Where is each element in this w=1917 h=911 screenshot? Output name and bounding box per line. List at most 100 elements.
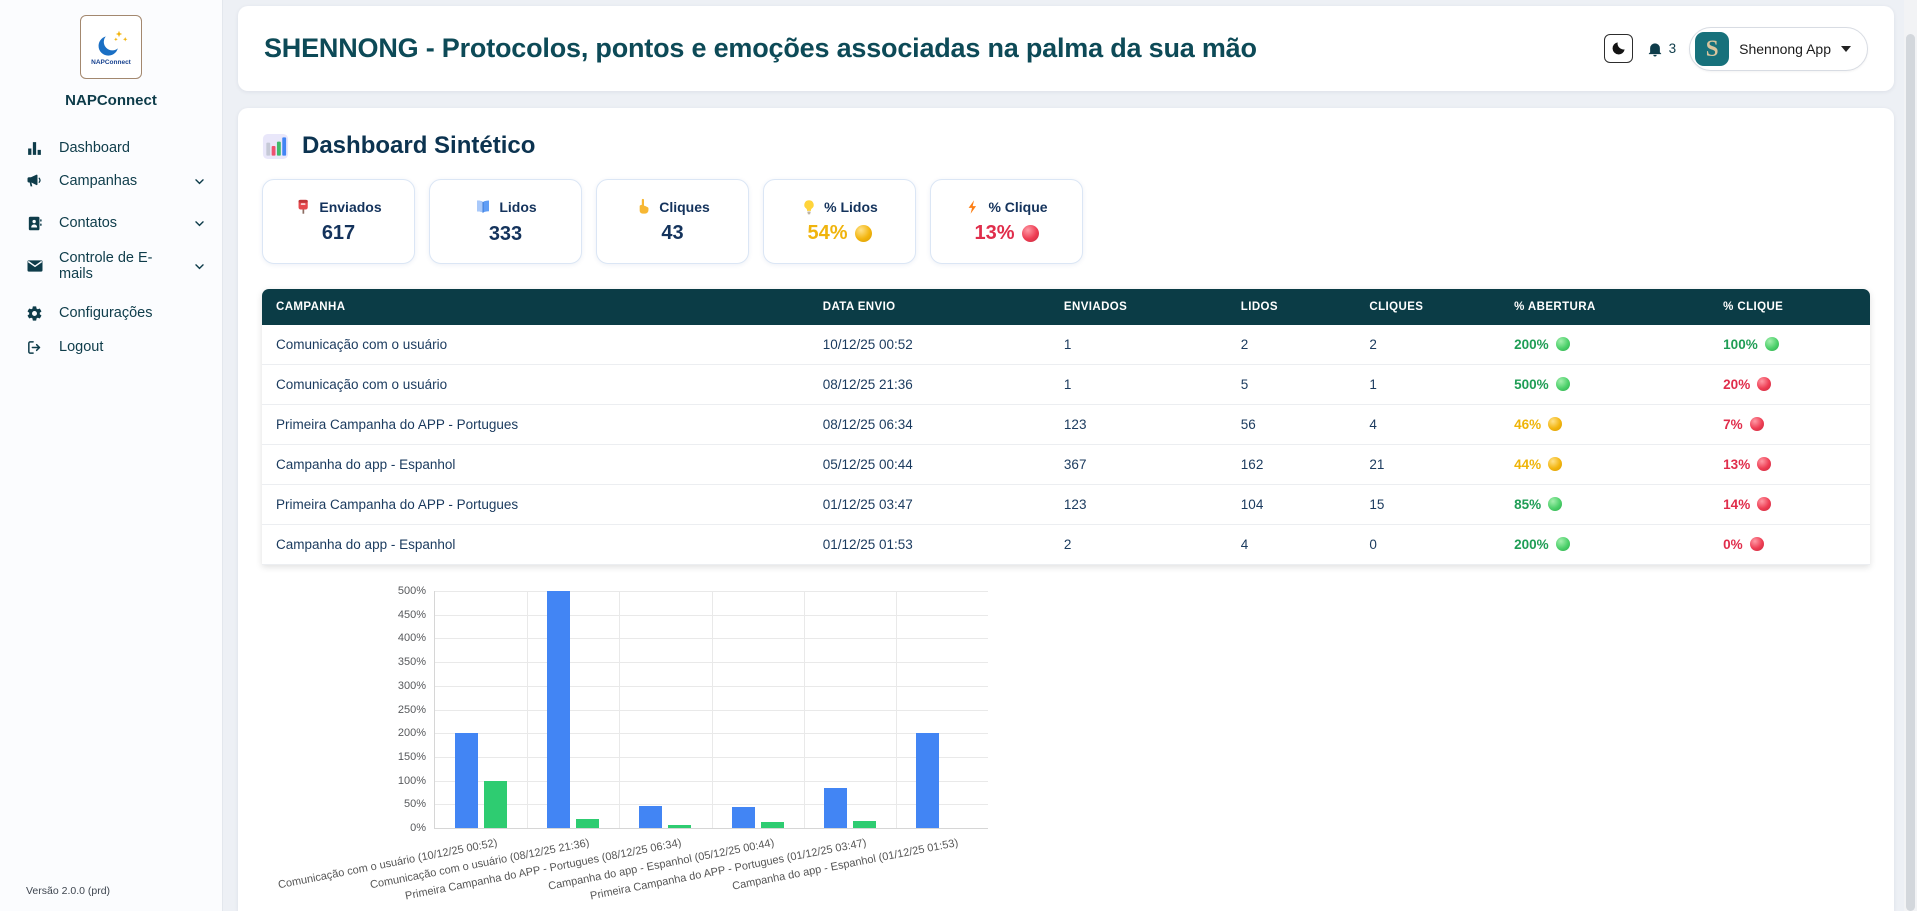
percent-value: 13% [1723, 457, 1751, 472]
percent-value: 0% [1723, 537, 1743, 552]
cell-abertura: 200% [1500, 325, 1710, 365]
percent-value: 7% [1723, 417, 1743, 432]
gridline [712, 591, 713, 828]
bar--clique [852, 821, 876, 828]
sidebar-brand: NAPConnect [65, 92, 157, 109]
contacts-icon [26, 214, 44, 232]
page-scrollbar[interactable] [1904, 0, 1917, 911]
bar-chart-emoji-icon [262, 133, 289, 159]
chevron-down-icon [1841, 45, 1851, 52]
sidebar-item-logout[interactable]: Logout [0, 332, 222, 362]
cell-lidos: 104 [1226, 485, 1356, 525]
column-header-data-envio: DATA ENVIO [808, 289, 1050, 325]
sidebar-nav: Dashboard Campanhas Contatos Controle de E-… [0, 133, 222, 362]
lightning-icon [965, 199, 981, 215]
gridline [435, 685, 988, 687]
green-circle-icon [1555, 337, 1570, 351]
megaphone-icon [26, 172, 44, 190]
gridline [435, 733, 988, 735]
main-content: Dashboard Sintético Enviados 617 Lidos 333 C… [238, 108, 1894, 911]
percent-value: 46% [1514, 417, 1542, 432]
cell-clique: 14% [1709, 485, 1870, 525]
scrollbar-thumb[interactable] [1906, 34, 1915, 911]
logout-icon [26, 338, 44, 356]
sidebar-item-contatos[interactable]: Contatos [0, 208, 222, 238]
kpi-card--clique: % Clique 13% [930, 179, 1083, 264]
sidebar-item-campanhas[interactable]: Campanhas [0, 166, 222, 196]
percent-value: 14% [1723, 497, 1751, 512]
percent-value: 500% [1514, 377, 1549, 392]
cell-lidos: 2 [1226, 325, 1356, 365]
kpi-value: 333 [488, 222, 523, 245]
cell-clique: 7% [1709, 405, 1870, 445]
cell-cliques: 0 [1355, 525, 1501, 565]
gridline [435, 709, 988, 711]
bar--abertura [547, 591, 571, 828]
theme-toggle-button[interactable] [1603, 34, 1633, 63]
moon-icon [1612, 42, 1625, 55]
bar--abertura [455, 733, 479, 828]
bar--abertura [639, 806, 663, 828]
red-circle-icon [1749, 417, 1764, 431]
napconnect-logo[interactable]: NAPConnect [80, 15, 142, 79]
column-header-enviados: ENVIADOS [1049, 289, 1227, 325]
bar-chart-icon [26, 139, 44, 157]
red-circle-icon [1757, 497, 1772, 511]
logo-swoosh-icon [98, 30, 128, 56]
avatar: S [1695, 31, 1730, 66]
kpi-card-lidos: Lidos 333 [429, 179, 582, 264]
cell-enviados: 123 [1049, 405, 1227, 445]
cell-enviados: 1 [1049, 365, 1227, 405]
cell-abertura: 500% [1500, 365, 1710, 405]
table-row: Primeira Campanha do APP - Portugues 01/1… [262, 485, 1870, 525]
gridline [435, 662, 988, 664]
cell-enviados: 367 [1049, 445, 1227, 485]
sidebar: NAPConnect NAPConnect Dashboard Campanhas… [0, 0, 223, 911]
gridline [527, 591, 528, 828]
column-header-lidos: LIDOS [1226, 289, 1356, 325]
table-header-row: CAMPANHA DATA ENVIO ENVIADOS LIDOS CLIQUES% … [262, 289, 1870, 325]
cell-campanha: Campanha do app - Espanhol [262, 525, 809, 565]
cell-lidos: 5 [1226, 365, 1356, 405]
green-circle-icon [1555, 537, 1570, 551]
gridline [619, 591, 620, 828]
chart-plot-area [434, 591, 988, 829]
percent-value: 200% [1514, 337, 1549, 352]
cell-cliques: 1 [1355, 365, 1501, 405]
green-circle-icon [1764, 337, 1779, 351]
sidebar-item-label: Dashboard [59, 140, 130, 156]
cell-clique: 100% [1709, 325, 1870, 365]
cell-data-envio: 05/12/25 00:44 [808, 445, 1050, 485]
cell-campanha: Primeira Campanha do APP - Portugues [262, 485, 809, 525]
sidebar-item-dashboard[interactable]: Dashboard [0, 133, 222, 163]
header: SHENNONG - Protocolos, pontos e emoções … [238, 6, 1894, 91]
sidebar-item-configuracoes[interactable]: Configurações [0, 298, 222, 328]
kpi-value: 43 [661, 222, 684, 244]
cell-clique: 13% [1709, 445, 1870, 485]
column-header-campanha: CAMPANHA [262, 289, 809, 325]
cell-data-envio: 01/12/25 03:47 [808, 485, 1050, 525]
profile-menu[interactable]: S Shennong App [1689, 26, 1868, 71]
y-axis-tick-label: 450% [397, 608, 426, 621]
y-axis-tick-label: 150% [397, 750, 426, 763]
cell-cliques: 15 [1355, 485, 1501, 525]
logo-text: NAPConnect [91, 58, 131, 66]
green-circle-icon [1548, 497, 1563, 511]
bell-icon [1648, 42, 1661, 56]
kpi-row: Enviados 617 Lidos 333 Cliques 43% Lidos 54%% … [262, 179, 1882, 264]
table-row: Campanha do app - Espanhol 01/12/25 01:53… [262, 525, 1870, 565]
red-circle-icon [1749, 537, 1764, 551]
page-title: SHENNONG - Protocolos, pontos e emoções … [264, 33, 1257, 63]
table-body: Comunicação com o usuário 10/12/25 00:52 1… [262, 325, 1870, 565]
red-circle-icon [1757, 377, 1772, 391]
percent-value: 200% [1514, 537, 1549, 552]
gridline [804, 591, 805, 828]
cell-data-envio: 01/12/25 01:53 [808, 525, 1050, 565]
y-axis-tick-label: 100% [397, 774, 426, 787]
gridline [435, 638, 988, 640]
sidebar-item-controle-de-e-mails[interactable]: Controle de E-mails [0, 250, 222, 282]
cell-campanha: Comunicação com o usuário [262, 365, 809, 405]
cell-campanha: Comunicação com o usuário [262, 325, 809, 365]
notifications-button[interactable]: 3 [1646, 40, 1676, 58]
